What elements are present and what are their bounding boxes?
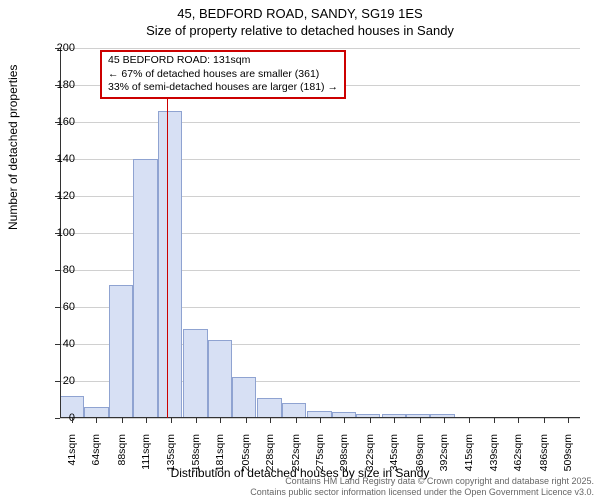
y-tick-mark	[55, 122, 60, 123]
annotation-line-3: 33% of semi-detached houses are larger (…	[108, 81, 338, 95]
y-tick-mark	[55, 307, 60, 308]
x-tick-label: 415sqm	[463, 434, 475, 494]
x-tick-label: 228sqm	[264, 434, 276, 494]
x-tick-mark	[370, 418, 371, 423]
x-tick-label: 88sqm	[116, 434, 128, 494]
x-tick-mark	[518, 418, 519, 423]
x-tick-mark	[494, 418, 495, 423]
y-tick-mark	[55, 270, 60, 271]
x-tick-mark	[220, 418, 221, 423]
y-tick-mark	[55, 85, 60, 86]
x-tick-label: 486sqm	[538, 434, 550, 494]
x-tick-mark	[420, 418, 421, 423]
histogram-bar	[232, 377, 256, 418]
x-tick-mark	[196, 418, 197, 423]
chart-container: 45, BEDFORD ROAD, SANDY, SG19 1ES Size o…	[0, 0, 600, 500]
y-tick-mark	[55, 233, 60, 234]
x-tick-label: 64sqm	[90, 434, 102, 494]
x-tick-mark	[296, 418, 297, 423]
x-tick-label: 205sqm	[240, 434, 252, 494]
x-tick-label: 111sqm	[140, 434, 152, 494]
x-tick-mark	[344, 418, 345, 423]
x-tick-mark	[568, 418, 569, 423]
annotation-box: 45 BEDFORD ROAD: 131sqm← 67% of detached…	[100, 50, 346, 99]
histogram-bar	[208, 340, 232, 418]
y-tick-mark	[55, 48, 60, 49]
x-tick-mark	[544, 418, 545, 423]
chart-title: 45, BEDFORD ROAD, SANDY, SG19 1ES	[0, 0, 600, 23]
x-tick-mark	[270, 418, 271, 423]
x-tick-label: 392sqm	[438, 434, 450, 494]
histogram-bar	[282, 403, 306, 418]
x-tick-label: 41sqm	[66, 434, 78, 494]
x-tick-label: 135sqm	[165, 434, 177, 494]
histogram-bar	[183, 329, 207, 418]
x-tick-label: 181sqm	[214, 434, 226, 494]
x-tick-label: 462sqm	[512, 434, 524, 494]
histogram-bar	[133, 159, 157, 418]
x-tick-label: 369sqm	[414, 434, 426, 494]
x-tick-label: 252sqm	[290, 434, 302, 494]
x-tick-label: 275sqm	[314, 434, 326, 494]
histogram-bar	[158, 111, 182, 418]
x-tick-mark	[320, 418, 321, 423]
y-tick-mark	[55, 344, 60, 345]
x-tick-mark	[96, 418, 97, 423]
x-tick-mark	[146, 418, 147, 423]
x-tick-label: 322sqm	[364, 434, 376, 494]
histogram-bar	[109, 285, 133, 418]
x-tick-label: 439sqm	[488, 434, 500, 494]
plot-area: 45 BEDFORD ROAD: 131sqm← 67% of detached…	[60, 48, 580, 418]
y-tick-mark	[55, 196, 60, 197]
grid-line	[60, 48, 580, 49]
marker-line	[167, 82, 168, 418]
x-tick-mark	[122, 418, 123, 423]
y-tick-mark	[55, 159, 60, 160]
x-tick-mark	[469, 418, 470, 423]
x-tick-mark	[444, 418, 445, 423]
y-tick-mark	[55, 381, 60, 382]
annotation-line-1: 45 BEDFORD ROAD: 131sqm	[108, 54, 338, 68]
annotation-line-2: ← 67% of detached houses are smaller (36…	[108, 68, 338, 82]
x-tick-mark	[72, 418, 73, 423]
x-tick-mark	[246, 418, 247, 423]
x-tick-label: 345sqm	[388, 434, 400, 494]
x-tick-mark	[171, 418, 172, 423]
x-tick-label: 158sqm	[190, 434, 202, 494]
histogram-bar	[257, 398, 281, 418]
y-axis-label: Number of detached properties	[6, 65, 20, 230]
x-tick-mark	[394, 418, 395, 423]
x-tick-label: 298sqm	[338, 434, 350, 494]
chart-subtitle: Size of property relative to detached ho…	[0, 23, 600, 40]
x-tick-label: 509sqm	[562, 434, 574, 494]
y-tick-mark	[55, 418, 60, 419]
grid-line	[60, 122, 580, 123]
